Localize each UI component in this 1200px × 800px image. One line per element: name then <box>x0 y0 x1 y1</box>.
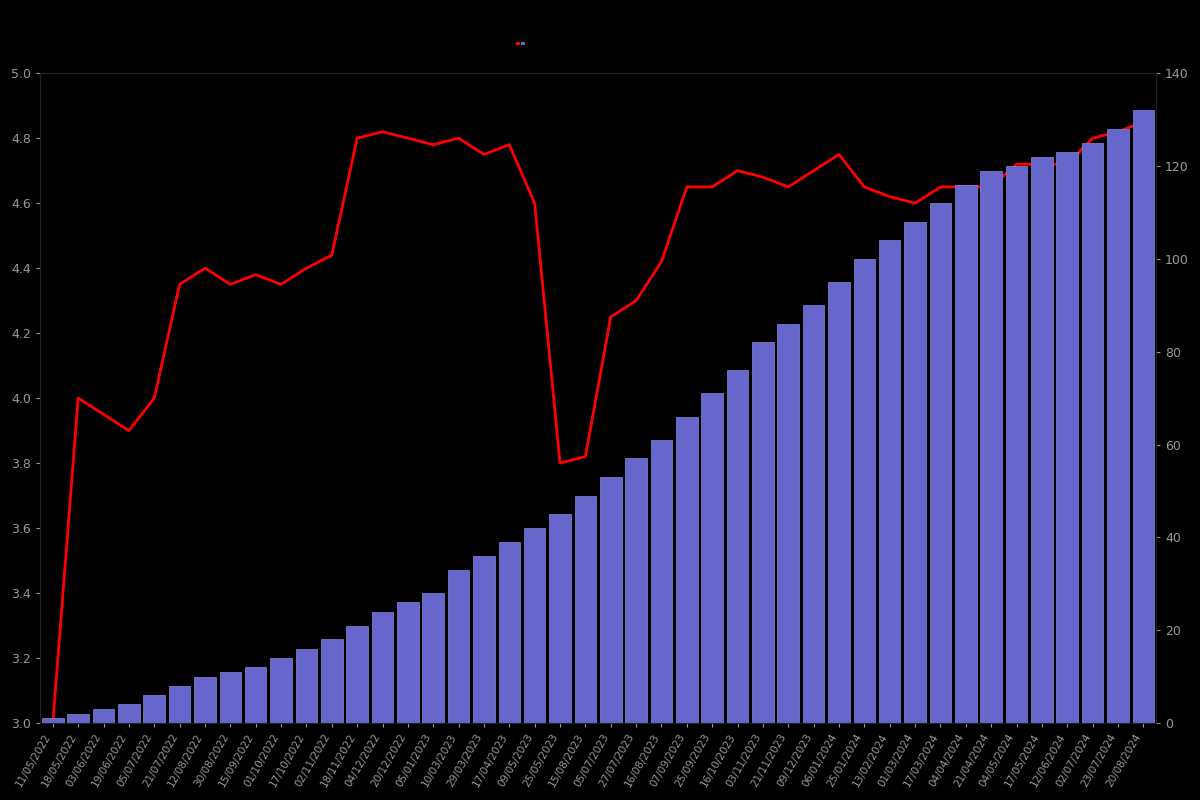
Bar <box>194 677 216 723</box>
Bar <box>245 667 266 723</box>
Bar <box>778 324 799 723</box>
Bar <box>853 259 875 723</box>
Bar <box>397 602 419 723</box>
Bar <box>347 626 368 723</box>
Bar <box>448 570 469 723</box>
Bar <box>270 658 292 723</box>
Bar <box>1108 129 1129 723</box>
Bar <box>1031 157 1052 723</box>
Bar <box>372 612 394 723</box>
Bar <box>1006 166 1027 723</box>
Bar <box>295 649 317 723</box>
Bar <box>828 282 850 723</box>
Bar <box>169 686 191 723</box>
Bar <box>878 240 900 723</box>
Bar <box>422 593 444 723</box>
Bar <box>1133 110 1154 723</box>
Bar <box>803 306 824 723</box>
Bar <box>905 222 926 723</box>
Bar <box>1056 152 1078 723</box>
Bar <box>67 714 89 723</box>
Bar <box>473 556 494 723</box>
Bar <box>575 495 596 723</box>
Bar <box>524 528 546 723</box>
Bar <box>702 394 722 723</box>
Bar <box>727 370 749 723</box>
Bar <box>1082 143 1103 723</box>
Bar <box>650 440 672 723</box>
Bar <box>322 639 342 723</box>
Bar <box>955 185 977 723</box>
Bar <box>144 695 166 723</box>
Bar <box>118 705 139 723</box>
Bar <box>92 709 114 723</box>
Bar <box>600 477 622 723</box>
Bar <box>550 514 571 723</box>
Bar <box>752 342 774 723</box>
Legend: , : , <box>516 42 524 44</box>
Bar <box>625 458 647 723</box>
Bar <box>930 203 952 723</box>
Bar <box>676 417 697 723</box>
Bar <box>980 170 1002 723</box>
Bar <box>220 672 241 723</box>
Bar <box>498 542 520 723</box>
Bar <box>42 718 64 723</box>
